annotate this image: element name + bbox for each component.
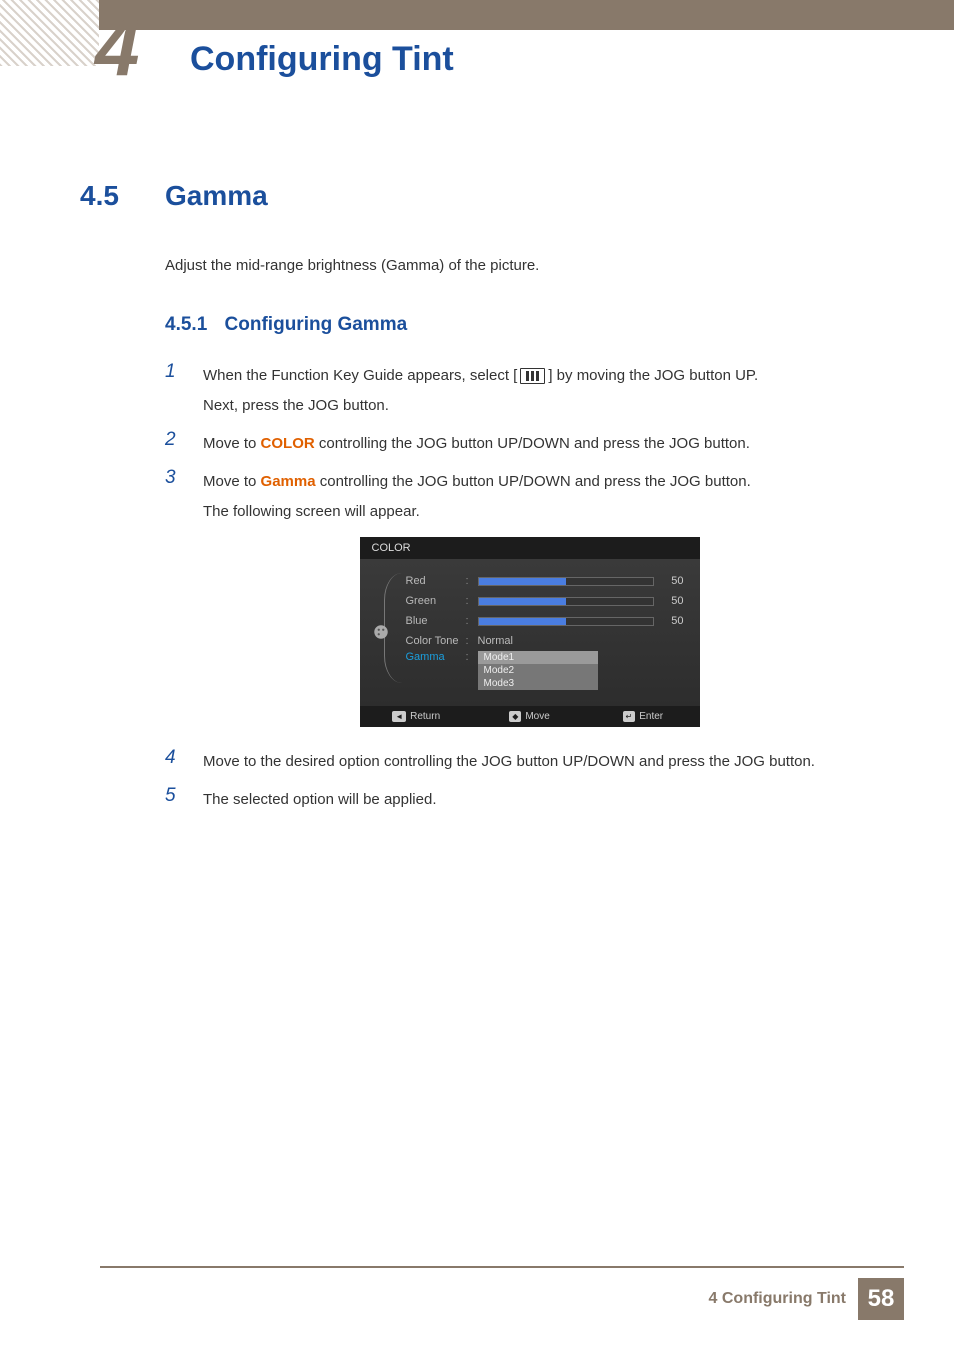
osd-value: 50	[654, 615, 684, 627]
osd-title: COLOR	[360, 537, 700, 559]
page-footer: 4 Configuring Tint 58	[100, 1266, 904, 1320]
footer-page-number: 58	[858, 1278, 904, 1320]
osd-slider	[478, 617, 654, 626]
footer-chapter-label: 4 Configuring Tint	[709, 1290, 846, 1308]
menu-icon	[520, 368, 545, 384]
chapter-title: Configuring Tint	[190, 40, 454, 79]
step-number: 3	[165, 467, 183, 527]
subsection-title: Configuring Gamma	[225, 314, 408, 335]
return-icon: ◄	[392, 711, 406, 722]
osd-footer-move: ◆Move	[473, 711, 586, 722]
section-number: 4.5	[80, 180, 135, 212]
step-2: 2 Move to COLOR controlling the JOG butt…	[165, 429, 894, 459]
osd-option: Mode2	[478, 664, 598, 677]
step-1: 1 When the Function Key Guide appears, s…	[165, 361, 894, 421]
osd-row-colortone: Color Tone : Normal	[376, 631, 684, 651]
step-text: Move to Gamma controlling the JOG button…	[203, 467, 751, 527]
osd-screenshot: COLOR Red : 50 Green : 50 Blue	[360, 537, 700, 727]
palette-icon	[372, 623, 390, 641]
osd-footer: ◄Return ◆Move ↵Enter	[360, 706, 700, 727]
section-heading: 4.5 Gamma	[80, 180, 894, 212]
osd-option: Mode3	[478, 677, 598, 690]
highlight-color: COLOR	[261, 435, 315, 452]
osd-value: 50	[654, 595, 684, 607]
osd-footer-return: ◄Return	[360, 711, 473, 722]
section-intro: Adjust the mid-range brightness (Gamma) …	[165, 257, 894, 274]
osd-value: Normal	[478, 635, 513, 647]
osd-slider	[478, 577, 654, 586]
step-text: Move to the desired option controlling t…	[203, 747, 815, 777]
osd-row-gamma: Gamma : Mode1 Mode2 Mode3	[376, 651, 684, 690]
step-number: 4	[165, 747, 183, 777]
osd-option-selected: Mode1	[478, 651, 598, 664]
section-title: Gamma	[165, 180, 268, 212]
highlight-gamma: Gamma	[261, 473, 316, 490]
corner-hatch-decoration	[0, 0, 99, 66]
subsection-number: 4.5.1	[165, 314, 207, 335]
osd-value: 50	[654, 575, 684, 587]
step-number: 5	[165, 785, 183, 815]
move-icon: ◆	[509, 711, 521, 722]
step-number: 1	[165, 361, 183, 421]
osd-gamma-dropdown: Mode1 Mode2 Mode3	[478, 651, 598, 690]
step-4: 4 Move to the desired option controlling…	[165, 747, 894, 777]
step-text: When the Function Key Guide appears, sel…	[203, 361, 758, 421]
step-text: The selected option will be applied.	[203, 785, 436, 815]
subsection-heading: 4.5.1 Configuring Gamma	[165, 314, 894, 336]
step-5: 5 The selected option will be applied.	[165, 785, 894, 815]
step-list: 1 When the Function Key Guide appears, s…	[165, 361, 894, 815]
step-number: 2	[165, 429, 183, 459]
osd-row-red: Red : 50	[376, 571, 684, 591]
enter-icon: ↵	[623, 711, 636, 722]
step-text: Move to COLOR controlling the JOG button…	[203, 429, 750, 459]
osd-footer-enter: ↵Enter	[586, 711, 699, 722]
chapter-number: 4	[95, 8, 140, 88]
osd-row-blue: Blue : 50	[376, 611, 684, 631]
osd-row-green: Green : 50	[376, 591, 684, 611]
osd-slider	[478, 597, 654, 606]
page-content: 4.5 Gamma Adjust the mid-range brightnes…	[80, 180, 894, 823]
header-bar	[99, 0, 954, 30]
step-3: 3 Move to Gamma controlling the JOG butt…	[165, 467, 894, 527]
osd-body: Red : 50 Green : 50 Blue : 50	[360, 559, 700, 706]
